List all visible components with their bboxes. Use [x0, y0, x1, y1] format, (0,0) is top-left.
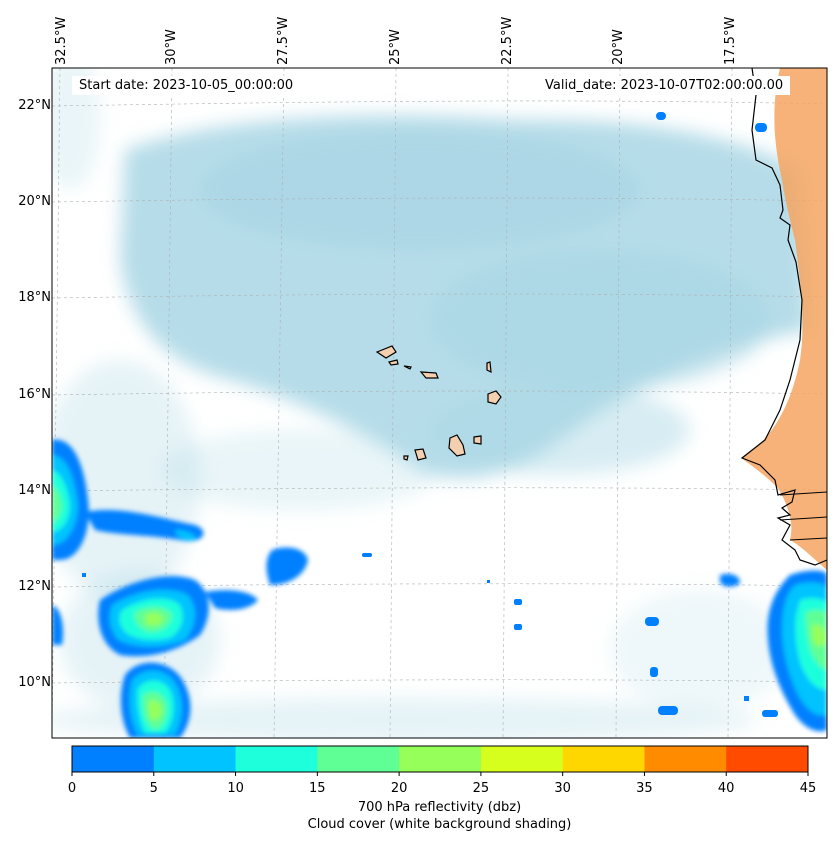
colorbar-tick-label: 10 — [227, 781, 244, 796]
colorbar-segment — [726, 746, 809, 772]
colorbar-tick-label: 0 — [67, 781, 77, 796]
lon-label: 32.5°W — [54, 16, 69, 65]
cape-verde-islands — [375, 345, 502, 461]
border-lines — [779, 491, 827, 541]
africa-coastline — [740, 68, 827, 566]
lat-label: 14°N — [18, 483, 51, 498]
colorbar-tick-label: 20 — [390, 781, 408, 796]
lon-label: 20°W — [611, 29, 626, 65]
colorbar-tick-label: 25 — [472, 781, 490, 796]
colorbar-segment — [644, 746, 727, 772]
lon-label: 25°W — [388, 29, 403, 65]
colorbar-tick-label: 15 — [309, 781, 326, 796]
colorbar — [72, 746, 809, 772]
lat-label: 16°N — [18, 387, 51, 402]
colorbar-segment — [399, 746, 482, 772]
colorbar-segment — [562, 746, 645, 772]
colorbar-frame — [71, 745, 809, 773]
valid-date-label: Valid_date: 2023-10-07T02:00:00.00 — [538, 76, 791, 95]
colorbar-segment — [72, 746, 155, 772]
lat-label: 10°N — [18, 675, 51, 690]
colorbar-segment — [235, 746, 318, 772]
colorbar-segment — [153, 746, 237, 772]
colorbar-segment — [317, 746, 400, 772]
lat-label: 12°N — [18, 579, 51, 594]
lon-label: 27.5°W — [276, 16, 291, 65]
colorbar-sublabel: Cloud cover (white background shading) — [307, 817, 572, 832]
map-area — [52, 68, 827, 738]
africa-land — [742, 68, 827, 570]
colorbar-tick-label: 35 — [636, 781, 653, 796]
lon-label: 22.5°W — [500, 16, 515, 65]
colorbar-tick-marks — [71, 772, 809, 776]
lat-label: 22°N — [18, 98, 51, 113]
lon-label: 30°W — [164, 29, 179, 65]
map-frame — [51, 67, 828, 739]
colorbar-label: 700 hPa reflectivity (dbz) — [357, 800, 522, 815]
colorbar-tick-label: 45 — [799, 781, 817, 796]
cloud-cover-shading — [52, 68, 810, 738]
reflectivity-cells — [52, 112, 827, 738]
lon-label: 17.5°W — [723, 16, 738, 65]
colorbar-tick-label: 5 — [149, 781, 158, 796]
colorbar-tick-label: 40 — [717, 781, 735, 796]
colorbar-tick-label: 30 — [554, 781, 571, 796]
lat-label: 20°N — [18, 194, 51, 209]
colorbar-segment — [480, 746, 564, 772]
start-date-label: Start date: 2023-10-05_00:00:00 — [72, 76, 301, 95]
lat-label: 18°N — [18, 290, 51, 305]
